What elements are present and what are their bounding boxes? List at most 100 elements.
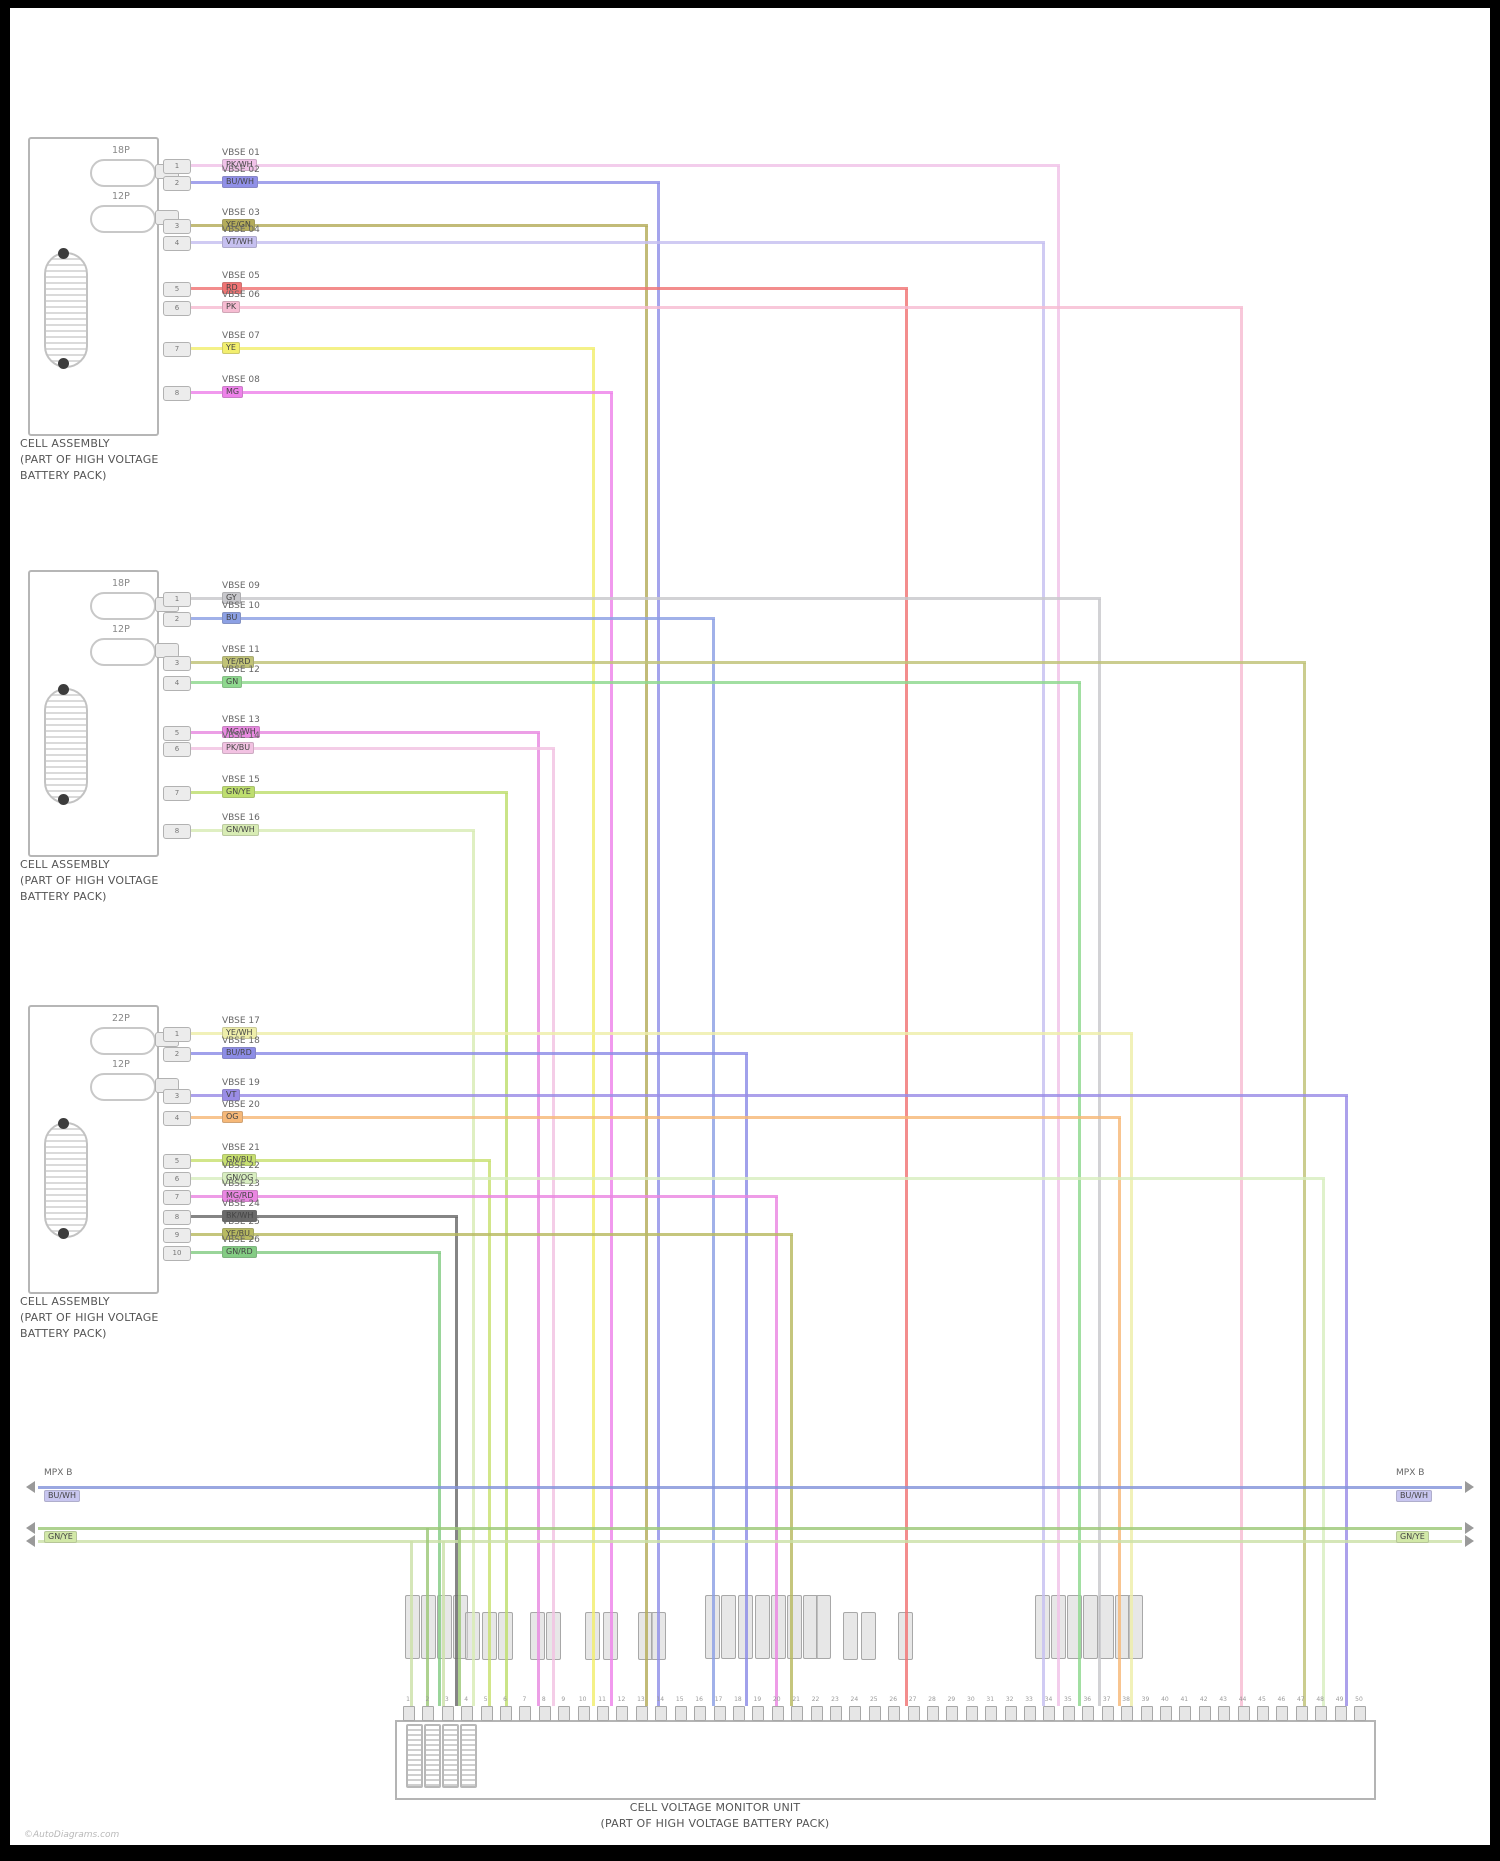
wire-vbse22-h (190, 1177, 1325, 1180)
unit-pin-number: 50 (1355, 1696, 1363, 1703)
wire-color-chip: GN (222, 676, 243, 688)
pin-box: 1 (163, 592, 191, 607)
wire-vbse26-v (438, 1253, 441, 1706)
wire-vbse24-v (455, 1217, 458, 1706)
unit-pin (927, 1706, 940, 1721)
unit-pin (461, 1706, 474, 1721)
cell-assembly-2-stub-1 (90, 592, 156, 620)
unit-pin (1237, 1706, 1250, 1721)
cell-assembly-3-stub-label-1: 22P (112, 1013, 130, 1024)
pin-box: 10 (163, 1246, 191, 1261)
unit-pin (1004, 1706, 1017, 1721)
pin-box: 5 (163, 1154, 191, 1169)
inline-connector-pin (771, 1595, 786, 1659)
wire-vbse11-v (1303, 663, 1306, 1706)
bottom-unit-box (395, 1720, 1376, 1800)
wire-label: VBSE 08 (222, 375, 260, 385)
wire-color-chip: OG (222, 1111, 243, 1123)
wire-label: VBSE 11 (222, 645, 260, 655)
cell-assembly-3-label: CELL ASSEMBLY (PART OF HIGH VOLTAGE BATT… (20, 1295, 159, 1340)
unit-pin (558, 1706, 571, 1721)
unit-pin-number: 45 (1258, 1696, 1266, 1703)
wire-vbse17-v (1130, 1034, 1133, 1706)
unit-pin-number: 33 (1025, 1696, 1033, 1703)
wire-vbse11-h (190, 661, 1306, 664)
pin-box: 4 (163, 236, 191, 251)
unit-pin-number: 8 (541, 1696, 546, 1703)
unit-pin (655, 1706, 668, 1721)
unit-pin (713, 1706, 726, 1721)
bus-drop (442, 1541, 445, 1706)
wire-label: VBSE 23 (222, 1179, 260, 1189)
wire-label: VBSE 25 (222, 1217, 260, 1227)
wire-color-chip: GN/RD (222, 1246, 257, 1258)
pin-box: 1 (163, 1027, 191, 1042)
off-page-chevron-left (26, 1481, 35, 1493)
wire-vbse02-v (657, 183, 660, 1706)
wire-color-chip: MG/RD (222, 1190, 258, 1202)
unit-pin-number: 10 (578, 1696, 587, 1703)
unit-pin (829, 1706, 842, 1721)
unit-pin (1354, 1706, 1366, 1721)
unit-pin-number: 36 (1083, 1696, 1092, 1703)
unit-pin (1082, 1706, 1095, 1721)
wire-vbse06-v (1240, 308, 1243, 1706)
wire-vbse13-v (537, 733, 540, 1706)
unit-pin (1198, 1706, 1211, 1721)
connector-capsule (44, 252, 88, 368)
unit-pin-number: 2 (425, 1696, 430, 1703)
wire-label: VBSE 03 (222, 208, 260, 218)
bottom-unit-label-line1: CELL VOLTAGE MONITOR UNIT (629, 1801, 801, 1814)
pin-box: 8 (163, 824, 191, 839)
unit-pin (674, 1706, 687, 1721)
inline-connector-pin (755, 1595, 770, 1659)
wire-vbse12-v (1078, 683, 1081, 1706)
unit-pin-number: 9 (561, 1696, 566, 1703)
wire-vbse04-v (1042, 243, 1045, 1706)
pin-box: 8 (163, 1210, 191, 1225)
off-page-chevron-right (1465, 1481, 1474, 1493)
wire-vbse15-v (505, 793, 508, 1706)
unit-pin-number: 24 (850, 1696, 859, 1703)
unit-pin (849, 1706, 862, 1721)
unit-pin-number: 41 (1180, 1696, 1189, 1703)
cell-assembly-1-stub-label-2: 12P (112, 191, 130, 202)
unit-pin (538, 1706, 551, 1721)
bolt-icon (58, 1118, 69, 1129)
cell-assembly-3-stub-label-2: 12P (112, 1059, 130, 1070)
bottom-unit-label-line2: (PART OF HIGH VOLTAGE BATTERY PACK) (600, 1817, 830, 1830)
unit-pin (597, 1706, 610, 1721)
unit-pin (1121, 1706, 1134, 1721)
unit-pin-number: 29 (947, 1696, 956, 1703)
wire-label: VBSE 10 (222, 601, 260, 611)
unit-pin-number: 48 (1316, 1696, 1324, 1703)
wire-color-chip: GN/OG (222, 1172, 258, 1184)
wire-vbse07-v (592, 349, 595, 1706)
unit-pin (1179, 1706, 1192, 1721)
unit-pin-number: 7 (522, 1696, 527, 1703)
off-page-chevron-right (1465, 1522, 1474, 1534)
pin-box: 4 (163, 676, 191, 691)
unit-pin (946, 1706, 959, 1721)
unit-pin (1256, 1706, 1269, 1721)
wire-color-chip: BK/WH (222, 1210, 258, 1222)
bolt-icon (58, 248, 69, 259)
wire-vbse16-v (472, 831, 475, 1706)
internal-hatch-element (460, 1724, 477, 1788)
unit-pin-number: 12 (617, 1696, 626, 1703)
unit-pin (519, 1706, 532, 1721)
unit-pin-number: 34 (1044, 1696, 1053, 1703)
pin-box: 2 (163, 612, 191, 627)
wire-vbse10-h (190, 617, 715, 620)
wire-vbse25-h (190, 1233, 793, 1236)
bottom-unit-label: CELL VOLTAGE MONITOR UNIT (PART OF HIGH … (560, 1800, 870, 1832)
wire-vbse06-h (190, 306, 1243, 309)
unit-pin (1062, 1706, 1075, 1721)
unit-pin (694, 1706, 707, 1721)
bus-color-chip-right: GN/YE (1396, 1531, 1429, 1543)
cell-assembly-1-stub-label-1: 18P (112, 145, 130, 156)
internal-hatch-element (442, 1724, 459, 1788)
unit-pin (422, 1706, 435, 1721)
unit-pin-number: 43 (1219, 1696, 1227, 1703)
